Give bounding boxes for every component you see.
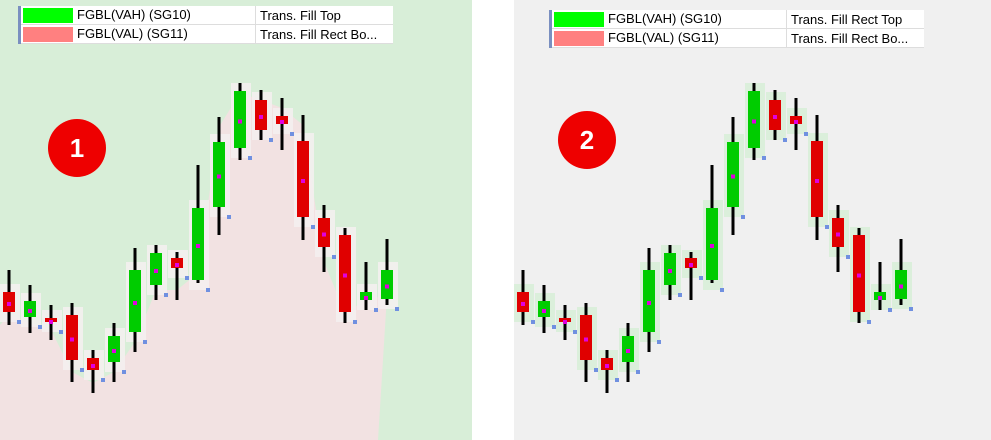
marker bbox=[49, 320, 53, 324]
marker bbox=[657, 340, 661, 344]
marker bbox=[678, 293, 682, 297]
marker bbox=[269, 138, 273, 142]
marker bbox=[248, 156, 252, 160]
marker bbox=[573, 330, 577, 334]
marker bbox=[17, 320, 21, 324]
marker bbox=[699, 276, 703, 280]
marker bbox=[164, 293, 168, 297]
marker bbox=[825, 225, 829, 229]
marker bbox=[626, 349, 630, 353]
marker bbox=[615, 378, 619, 382]
marker bbox=[364, 296, 368, 300]
marker bbox=[552, 325, 556, 329]
legend-row: FGBL(VAL) (SG11) Trans. Fill Rect Bo... bbox=[21, 25, 393, 44]
legend-name: FGBL(VAH) (SG10) bbox=[77, 6, 256, 24]
marker bbox=[867, 320, 871, 324]
marker bbox=[878, 296, 882, 300]
marker bbox=[91, 364, 95, 368]
marker bbox=[290, 132, 294, 136]
marker bbox=[741, 215, 745, 219]
legend-description: Trans. Fill Rect Bo... bbox=[260, 26, 378, 42]
marker bbox=[185, 276, 189, 280]
marker bbox=[762, 156, 766, 160]
marker bbox=[846, 255, 850, 259]
marker bbox=[542, 309, 546, 313]
legend-description: Trans. Fill Rect Top bbox=[791, 11, 903, 27]
legend-name: FGBL(VAL) (SG11) bbox=[77, 25, 256, 43]
marker bbox=[385, 284, 389, 289]
marker bbox=[531, 320, 535, 324]
marker bbox=[301, 179, 305, 183]
marker bbox=[857, 273, 861, 278]
marker bbox=[773, 115, 777, 119]
marker bbox=[259, 115, 263, 119]
marker bbox=[196, 244, 200, 248]
marker bbox=[689, 263, 693, 267]
legend-swatch bbox=[23, 7, 73, 23]
marker bbox=[227, 215, 231, 219]
marker bbox=[804, 132, 808, 136]
marker bbox=[154, 269, 158, 273]
marker bbox=[175, 263, 179, 267]
marker bbox=[899, 284, 903, 289]
marker bbox=[353, 320, 357, 324]
legend-swatch bbox=[554, 11, 604, 27]
marker bbox=[238, 119, 242, 124]
marker bbox=[563, 320, 567, 324]
marker bbox=[794, 120, 798, 124]
marker bbox=[80, 368, 84, 372]
marker bbox=[584, 337, 588, 342]
marker bbox=[38, 325, 42, 329]
value-area bbox=[0, 93, 387, 440]
marker bbox=[217, 174, 221, 179]
marker bbox=[143, 340, 147, 344]
marker bbox=[311, 225, 315, 229]
marker bbox=[343, 273, 347, 278]
marker bbox=[710, 244, 714, 248]
marker bbox=[322, 232, 326, 237]
marker bbox=[280, 120, 284, 124]
marker bbox=[332, 255, 336, 259]
marker bbox=[731, 174, 735, 179]
legend: FGBL(VAH) (SG10) Trans. Fill Top FGBL(VAL)… bbox=[18, 6, 393, 44]
marker bbox=[59, 330, 63, 334]
legend-row: FGBL(VAH) (SG10) Trans. Fill Rect Top bbox=[552, 10, 924, 29]
marker bbox=[668, 269, 672, 273]
legend-row: FGBL(VAL) (SG11) Trans. Fill Rect Bo... bbox=[552, 29, 924, 48]
marker bbox=[374, 308, 378, 312]
legend-swatch bbox=[23, 26, 73, 42]
badge: 2 bbox=[558, 111, 616, 169]
marker bbox=[605, 364, 609, 368]
legend-name: FGBL(VAH) (SG10) bbox=[608, 10, 787, 28]
marker bbox=[395, 307, 399, 311]
marker bbox=[70, 337, 74, 342]
marker bbox=[815, 179, 819, 183]
marker bbox=[133, 301, 137, 305]
marker bbox=[112, 349, 116, 353]
marker bbox=[594, 368, 598, 372]
marker bbox=[752, 119, 756, 124]
badge: 1 bbox=[48, 119, 106, 177]
legend: FGBL(VAH) (SG10) Trans. Fill Rect Top FGBL… bbox=[549, 10, 924, 48]
marker bbox=[122, 370, 126, 374]
marker bbox=[647, 301, 651, 305]
marker bbox=[7, 302, 11, 306]
marker bbox=[521, 302, 525, 306]
marker bbox=[836, 232, 840, 237]
legend-swatch bbox=[554, 30, 604, 46]
marker bbox=[909, 307, 913, 311]
marker bbox=[888, 308, 892, 312]
marker bbox=[101, 378, 105, 382]
marker bbox=[783, 138, 787, 142]
marker bbox=[28, 309, 32, 313]
legend-description: Trans. Fill Rect Bo... bbox=[791, 30, 909, 46]
legend-description: Trans. Fill Top bbox=[260, 7, 341, 23]
marker bbox=[636, 370, 640, 374]
legend-row: FGBL(VAH) (SG10) Trans. Fill Top bbox=[21, 6, 393, 25]
marker bbox=[206, 288, 210, 292]
legend-name: FGBL(VAL) (SG11) bbox=[608, 29, 787, 47]
marker bbox=[720, 288, 724, 292]
